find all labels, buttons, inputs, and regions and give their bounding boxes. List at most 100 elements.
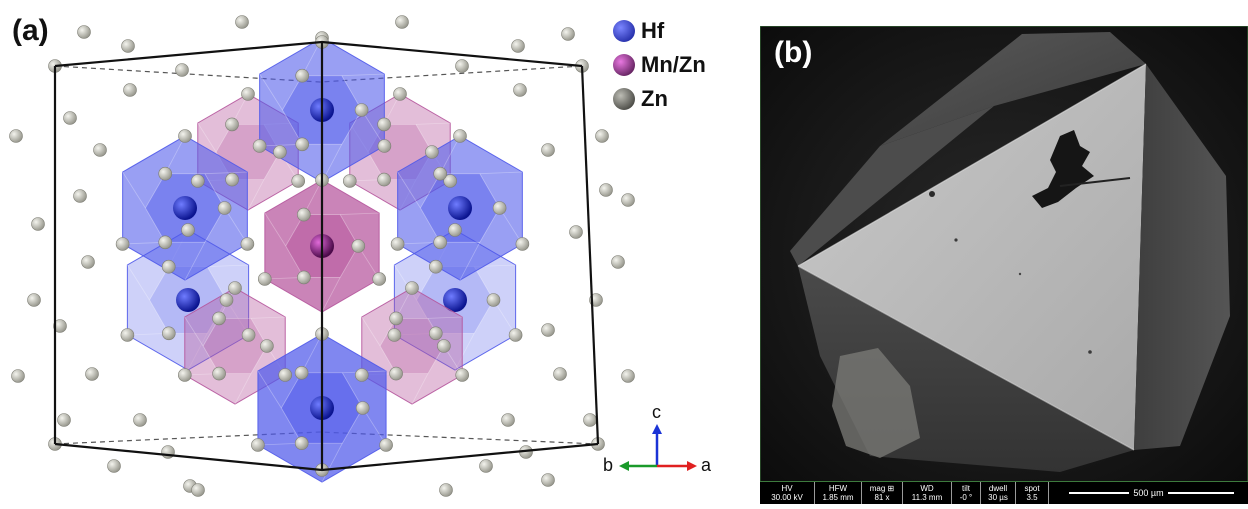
panel-b-label: (b) <box>774 36 813 69</box>
legend-label-zn: Zn <box>641 86 668 111</box>
zn-atom <box>599 183 613 197</box>
zn-atom <box>191 174 205 188</box>
zn-atom <box>428 326 443 341</box>
zn-atom <box>355 401 370 415</box>
unit-cell-front-edges <box>53 40 600 472</box>
zn-atom <box>541 473 555 487</box>
zn-atom <box>278 368 293 382</box>
zn-atom <box>395 15 409 29</box>
zn-atom <box>428 259 443 274</box>
axis-label-a: a <box>701 455 712 475</box>
orientation-axes <box>619 424 697 471</box>
zn-atom <box>225 117 239 132</box>
zn-atom <box>541 143 555 157</box>
zn-atom <box>387 328 402 342</box>
sem-info-mag: mag ⊞ 81 x <box>862 482 903 504</box>
zn-atom <box>121 39 135 53</box>
zn-atom <box>621 369 635 383</box>
hf-polyhedron <box>122 135 248 281</box>
zn-atom <box>297 270 311 285</box>
zn-atom <box>123 83 137 97</box>
zn-atom <box>433 235 448 250</box>
zn-atom <box>354 103 369 117</box>
legend-label-mnzn: Mn/Zn <box>641 52 706 77</box>
zn-atom <box>443 174 458 188</box>
zn-atom <box>377 172 391 187</box>
legend-item-mnzn: Mn/Zn <box>613 48 706 82</box>
crystal-left-upper-face <box>790 106 994 266</box>
legend-item-zn: Zn <box>613 82 706 116</box>
zn-atom <box>133 413 147 427</box>
zn-atom <box>162 326 176 341</box>
zn-atom <box>379 438 393 452</box>
crystal-pit <box>1032 130 1094 208</box>
sem-info-value: 81 x <box>874 493 890 502</box>
zn-atom <box>492 201 507 215</box>
sem-info-value: 3.5 <box>1026 493 1038 502</box>
zn-atom <box>181 223 195 237</box>
zn-atom <box>11 369 25 383</box>
sem-info-value: 11.3 mm <box>911 493 943 502</box>
crystal-structure-panel: (a) Hf Mn/Zn Zn c b a <box>9 14 712 497</box>
axis-label-c: c <box>652 402 661 422</box>
zn-atom <box>175 63 189 77</box>
zn-atom <box>513 83 527 97</box>
zn-atom <box>405 281 419 295</box>
zn-atom <box>595 129 609 143</box>
zn-atom <box>93 143 107 157</box>
zn-atom <box>240 237 255 251</box>
scale-bar: 500 µm <box>1049 482 1248 504</box>
zn-atom <box>455 59 469 73</box>
sem-info-value: -0 ° <box>959 493 973 502</box>
zn-atom <box>260 339 274 353</box>
zn-atom <box>479 459 493 473</box>
zn-atom <box>31 217 45 231</box>
sem-info-wd: WD 11.3 mm <box>903 482 952 504</box>
sem-info-hv: HV 30.00 kV <box>760 482 815 504</box>
zn-atoms <box>9 15 635 497</box>
zn-atom <box>212 311 226 326</box>
zn-atom <box>377 139 392 153</box>
zn-atom <box>252 139 267 153</box>
panel-a-label: (a) <box>12 14 49 47</box>
crystal-octahedron <box>790 32 1230 472</box>
zn-atom <box>219 293 234 307</box>
zn-atom <box>9 129 23 143</box>
zn-atom <box>448 223 462 237</box>
zn-atom <box>85 367 99 381</box>
sem-info-key: tilt <box>962 484 970 493</box>
mnzn-ball-icon <box>613 54 635 76</box>
zn-atom <box>377 117 391 132</box>
zn-ball-icon <box>613 88 635 110</box>
zn-atom <box>433 166 448 181</box>
zn-atom <box>425 145 439 159</box>
zn-atom <box>161 259 176 274</box>
sem-info-value: 30 µs <box>988 493 1008 502</box>
sem-info-key: HFW <box>828 484 848 493</box>
zn-atom <box>294 436 309 451</box>
zn-atom <box>515 237 530 251</box>
sem-info-value: 30.00 kV <box>771 493 803 502</box>
zn-atom <box>351 239 366 253</box>
zn-atom <box>291 174 306 188</box>
zn-atom <box>296 207 311 222</box>
zn-atom <box>453 129 467 143</box>
zn-atom <box>621 193 635 207</box>
zn-atom <box>257 272 272 286</box>
zn-atom <box>501 413 515 427</box>
zn-atom <box>295 68 310 83</box>
zn-atom <box>178 129 192 143</box>
zn-atom <box>508 328 523 342</box>
zn-atom <box>241 328 256 342</box>
zn-atom <box>251 438 265 452</box>
sem-info-bar: HV 30.00 kV HFW 1.85 mm mag ⊞ 81 x WD 11… <box>760 481 1248 504</box>
zn-atom <box>389 366 403 381</box>
zn-atom <box>511 39 525 53</box>
center-atom <box>448 196 472 220</box>
zn-atom <box>178 368 192 382</box>
crystal-rough-patch <box>832 348 920 458</box>
zn-atom <box>439 483 453 497</box>
zn-atom <box>294 365 309 380</box>
zn-atom <box>583 413 597 427</box>
zn-atom <box>437 339 451 353</box>
